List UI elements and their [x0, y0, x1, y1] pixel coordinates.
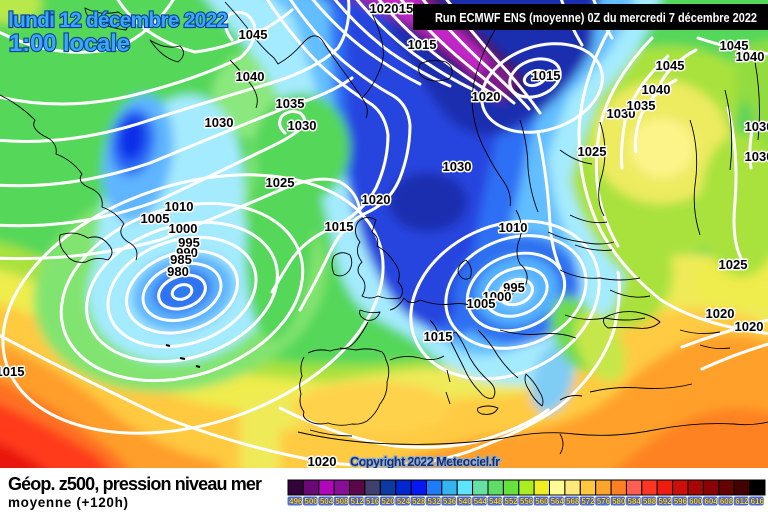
svg-text:1015: 1015 [408, 37, 437, 52]
svg-text:1000: 1000 [169, 221, 198, 236]
svg-text:604: 604 [704, 497, 718, 506]
svg-text:1025: 1025 [719, 257, 748, 272]
svg-text:520: 520 [381, 497, 395, 506]
svg-text:1030: 1030 [745, 119, 768, 134]
svg-text:524: 524 [397, 497, 411, 506]
svg-text:lundi 12 décembre 2022: lundi 12 décembre 2022 [8, 9, 228, 32]
svg-text:548: 548 [489, 497, 503, 506]
svg-text:1020: 1020 [735, 319, 764, 334]
svg-text:1030: 1030 [443, 159, 472, 174]
svg-text:544: 544 [474, 497, 488, 506]
svg-text:536: 536 [443, 497, 457, 506]
svg-text:500: 500 [304, 497, 318, 506]
svg-text:995: 995 [178, 235, 200, 250]
svg-text:540: 540 [458, 497, 472, 506]
svg-text:980: 980 [167, 264, 189, 279]
svg-text:556: 556 [520, 497, 534, 506]
svg-text:Géop. z500, pression niveau me: Géop. z500, pression niveau mer [8, 474, 262, 494]
svg-text:1040: 1040 [736, 49, 765, 64]
svg-text:616: 616 [751, 497, 765, 506]
svg-text:995: 995 [503, 280, 525, 295]
svg-text:1020: 1020 [370, 1, 399, 16]
svg-text:1000: 1000 [483, 289, 512, 304]
svg-text:608: 608 [720, 497, 734, 506]
svg-text:528: 528 [412, 497, 426, 506]
svg-text:600: 600 [689, 497, 703, 506]
svg-text:516: 516 [366, 497, 380, 506]
svg-text:1015: 1015 [532, 68, 561, 83]
svg-text:990: 990 [176, 245, 198, 260]
svg-text:512: 512 [351, 497, 365, 506]
svg-text:moyenne (+120h): moyenne (+120h) [8, 495, 128, 510]
svg-text:1030: 1030 [288, 118, 317, 133]
svg-text:1030: 1030 [745, 149, 768, 164]
svg-text:Run ECMWF ENS (moyenne) 0Z du: Run ECMWF ENS (moyenne) 0Z du mercredi 7… [435, 10, 757, 25]
svg-text:1040: 1040 [236, 69, 265, 84]
svg-text:1025: 1025 [578, 144, 607, 159]
svg-text:1035: 1035 [276, 96, 305, 111]
svg-text:1005: 1005 [141, 211, 170, 226]
svg-text:592: 592 [658, 497, 672, 506]
svg-text:560: 560 [535, 497, 549, 506]
svg-text:584: 584 [628, 497, 642, 506]
svg-text:1:00 locale: 1:00 locale [9, 30, 130, 57]
svg-text:576: 576 [597, 497, 611, 506]
svg-text:1025: 1025 [266, 175, 295, 190]
svg-text:985: 985 [170, 252, 192, 267]
svg-text:1035: 1035 [627, 98, 656, 113]
svg-text:1020: 1020 [472, 89, 501, 104]
svg-text:1020: 1020 [362, 192, 391, 207]
svg-text:1045: 1045 [656, 58, 685, 73]
svg-text:612: 612 [735, 497, 749, 506]
svg-text:1020: 1020 [706, 306, 735, 321]
svg-text:504: 504 [320, 497, 334, 506]
svg-text:1030: 1030 [205, 115, 234, 130]
svg-text:568: 568 [566, 497, 580, 506]
svg-text:580: 580 [612, 497, 626, 506]
svg-text:552: 552 [504, 497, 518, 506]
svg-text:532: 532 [428, 497, 442, 506]
svg-text:1045: 1045 [720, 38, 749, 53]
svg-text:1030: 1030 [607, 106, 636, 121]
svg-text:564: 564 [551, 497, 565, 506]
svg-text:572: 572 [581, 497, 595, 506]
svg-text:596: 596 [674, 497, 688, 506]
svg-text:508: 508 [335, 497, 349, 506]
svg-text:1005: 1005 [467, 296, 496, 311]
svg-text:1020: 1020 [308, 454, 337, 469]
svg-text:1010: 1010 [165, 199, 194, 214]
svg-text:15: 15 [399, 1, 413, 16]
svg-text:1015: 1015 [325, 219, 354, 234]
svg-text:Copyright 2022 Meteociel.fr: Copyright 2022 Meteociel.fr [350, 454, 500, 469]
svg-text:1015: 1015 [424, 329, 453, 344]
svg-text:1040: 1040 [642, 82, 671, 97]
svg-text:496: 496 [289, 497, 303, 506]
svg-text:1010: 1010 [499, 220, 528, 235]
svg-text:1015: 1015 [0, 364, 24, 379]
svg-text:1045: 1045 [239, 27, 268, 42]
svg-text:588: 588 [643, 497, 657, 506]
